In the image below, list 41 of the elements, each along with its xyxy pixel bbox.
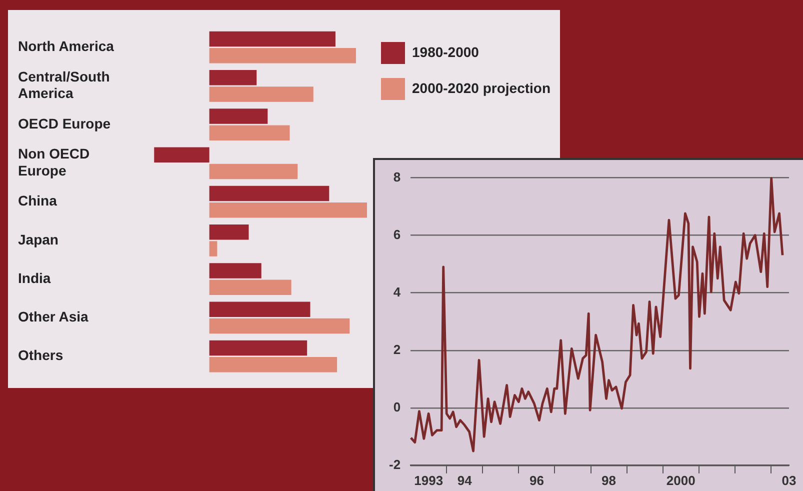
bar: [209, 48, 356, 64]
y-tick-label: 4: [393, 284, 402, 300]
bar: [209, 202, 367, 218]
bar: [209, 164, 298, 180]
y-tick-label: Other Asia: [18, 308, 88, 325]
y-tick-label: 8: [393, 169, 401, 184]
legend-label: 1980-2000: [412, 44, 480, 60]
bar: [209, 186, 330, 202]
x-tick-label: 2000: [666, 472, 696, 488]
y-tick-label: China: [18, 192, 58, 209]
bar: [209, 125, 290, 140]
x-tick-label: 98: [602, 472, 616, 488]
bar: [209, 31, 336, 47]
y-tick-label: -2: [388, 456, 401, 472]
bar: [154, 147, 210, 163]
bar: [209, 224, 249, 240]
y-tick-label: Central/South America: [18, 68, 110, 102]
x-tick-label: 03: [782, 472, 796, 488]
bar: [209, 356, 338, 372]
y-tick-label: North America: [18, 38, 114, 54]
bar: [209, 241, 218, 256]
bar: [209, 108, 268, 124]
bar: [209, 280, 292, 295]
bar: [209, 70, 257, 86]
bar: [209, 340, 308, 356]
bar: [209, 302, 310, 318]
y-tick-label: Others: [18, 347, 64, 364]
bar: [209, 263, 262, 278]
y-tick-label: 6: [393, 226, 401, 242]
y-tick-label: 0: [393, 399, 401, 414]
y-tick-label: OECD Europe: [18, 115, 111, 132]
y-tick-label: India: [18, 270, 51, 286]
y-tick-label: Japan: [18, 231, 58, 248]
bar: [209, 86, 314, 102]
x-tick-label: 94: [457, 472, 473, 488]
x-tick-label: 1993: [414, 472, 444, 488]
bar: [209, 318, 350, 334]
y-tick-label: 2: [393, 342, 401, 357]
legend-label: 2000-2020 projection: [412, 80, 551, 96]
y-tick-label: Non OECD Europe: [18, 146, 90, 178]
x-tick-label: 96: [529, 472, 544, 488]
